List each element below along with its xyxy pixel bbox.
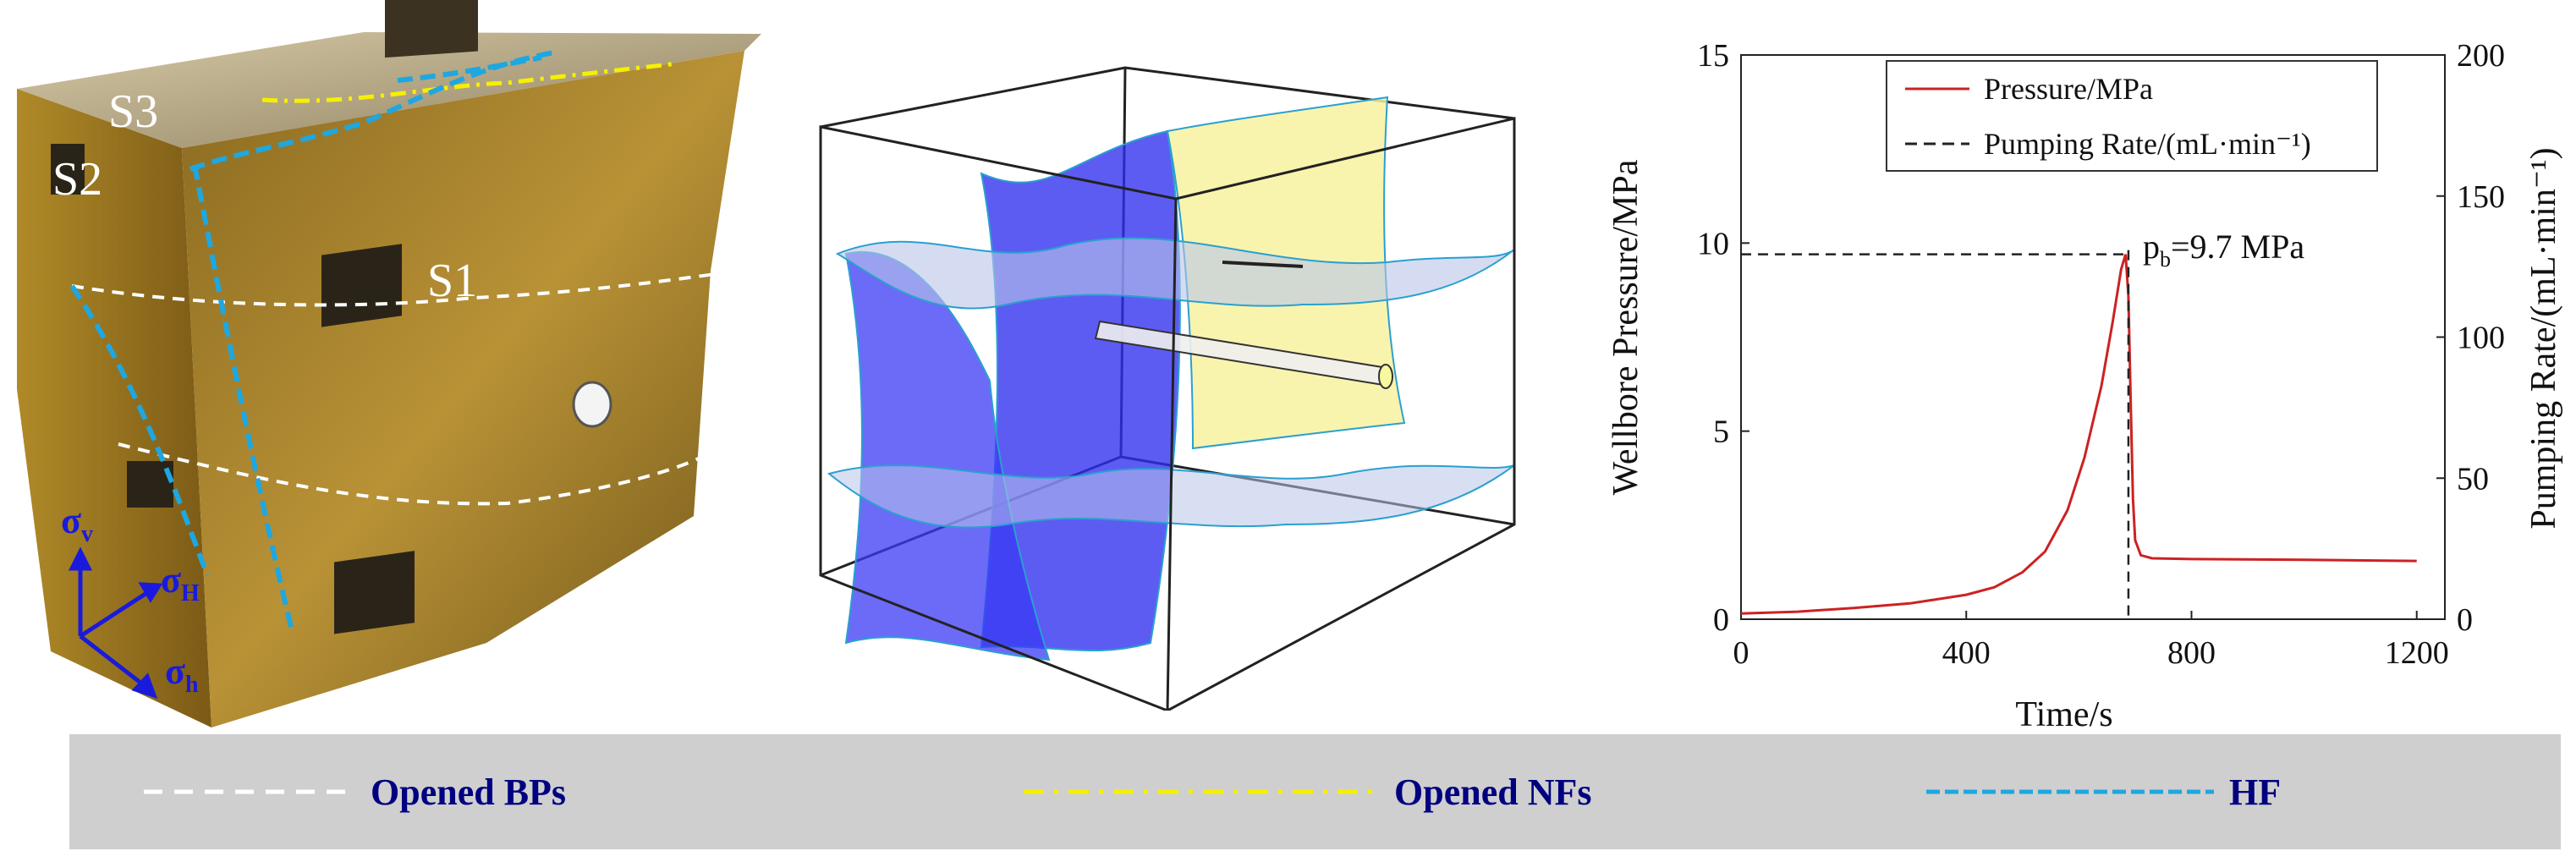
wellbore-hole [572, 381, 612, 428]
y-right-tick-label: 100 [2457, 321, 2505, 356]
sigma-h-label: σh [165, 651, 199, 698]
stress-axes [68, 546, 163, 699]
strain-pad [51, 144, 85, 195]
pressure-series-line [1740, 254, 2417, 615]
y-right-tick-label: 150 [2457, 179, 2505, 215]
legend-item-hf: HF [1926, 734, 2281, 849]
y-right-tick-label: 200 [2457, 38, 2505, 74]
fracture-3d-model [819, 66, 1516, 711]
bp-swatch [144, 789, 355, 794]
strain-pad [127, 461, 173, 508]
chart-legend-box [1886, 60, 2378, 172]
x-tick-label: 400 [1942, 635, 1991, 671]
y-right-tick-label: 0 [2457, 602, 2473, 638]
sigma-H-label: σH [161, 559, 200, 607]
x-tick-label: 800 [2167, 635, 2216, 671]
x-tick-label: 0 [1733, 635, 1749, 671]
opened-bp-line [71, 271, 728, 307]
top-face [17, 32, 761, 148]
hf-line [69, 284, 210, 577]
strain-pad [321, 244, 402, 327]
legend-label-nfs: Opened NFs [1394, 771, 1592, 813]
cube-frame-front [819, 117, 1516, 711]
y-left-tick-label: 0 [1713, 602, 1729, 638]
hf-swatch [1926, 789, 2214, 794]
hf-line [189, 50, 555, 172]
face-label-s2: S2 [52, 153, 102, 206]
trace-line [1222, 261, 1304, 268]
legend-label-bps: Opened BPs [371, 771, 567, 813]
legend-label-hf: HF [2229, 771, 2282, 813]
line-style-legend: Opened BPs Opened NFs HF [69, 734, 2561, 849]
opened-bp-line [118, 442, 703, 506]
peak-annotation: pb=9.7 MPa [2143, 228, 2304, 272]
y-axis-left-label: Wellbore Pressure/MPa [1607, 159, 1645, 495]
face-label-s3: S3 [108, 85, 158, 138]
legend-rate-label: Pumping Rate/(mL·min⁻¹) [1984, 127, 2311, 161]
y-left-tick-label: 5 [1713, 415, 1729, 450]
face-label-s1: S1 [427, 255, 477, 307]
sigma-v-label: σv [61, 500, 93, 547]
nf-swatch [1024, 789, 1379, 794]
legend-item-bps: Opened BPs [144, 734, 566, 849]
left-face [17, 89, 211, 727]
chart-series-group [1740, 250, 2417, 619]
strain-pad [385, 0, 478, 58]
strain-pad [334, 551, 415, 634]
right-face [182, 51, 744, 727]
y-left-tick-label: 15 [1697, 38, 1729, 74]
y-right-tick-label: 50 [2457, 461, 2489, 497]
legend-item-nfs: Opened NFs [1024, 734, 1591, 849]
wellbore-cylinder [1094, 320, 1393, 389]
chart-legend: Pressure/MPa Pumping Rate/(mL·min⁻¹) [1886, 60, 2378, 172]
x-tick-label: 1200 [2385, 635, 2449, 671]
y-axis-right-label: Pumping Rate/(mL·min⁻¹) [2524, 147, 2563, 529]
x-axis-label: Time/s [2015, 695, 2112, 734]
legend-pressure-label: Pressure/MPa [1984, 72, 2153, 106]
specimen-photo: S3 S2 S1 σv σH σh [17, 0, 761, 727]
hf-line [192, 164, 294, 631]
y-left-tick-label: 10 [1697, 226, 1729, 261]
hf-line [397, 55, 542, 83]
opened-nf-line [261, 61, 678, 103]
